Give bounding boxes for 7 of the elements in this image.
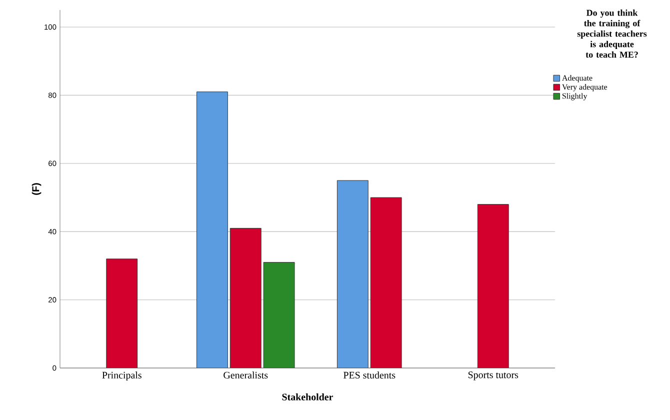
legend-title: Do you think the training of specialist teachers is adequate to teach ME? — [577, 10, 647, 58]
x-tick-label: Generalists — [224, 372, 268, 379]
x-axis-title: Stakeholder — [282, 393, 334, 400]
x-tick-label: Sports tutors — [468, 372, 518, 380]
x-tick-label: Principals — [102, 372, 142, 381]
y-axis-title: (F) — [32, 183, 42, 195]
x-tick-label: PES students — [344, 372, 396, 379]
